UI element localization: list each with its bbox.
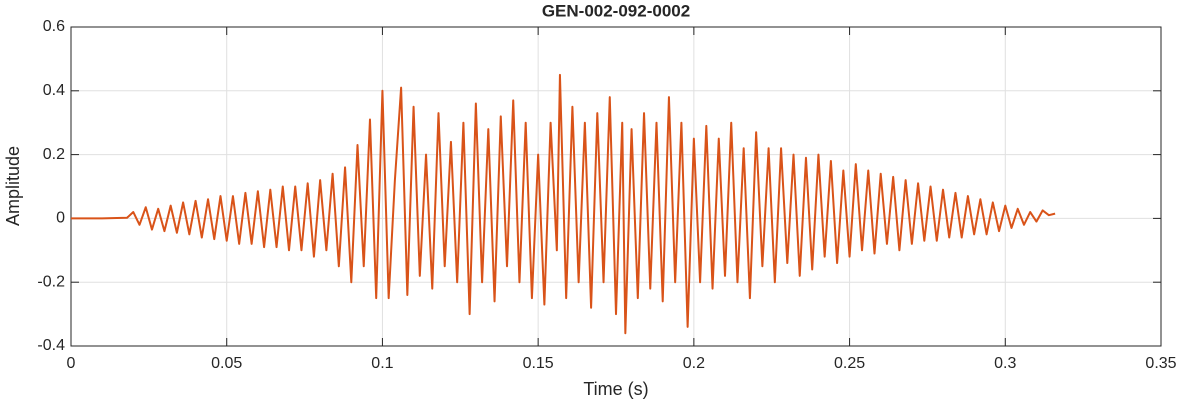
y-tick-label: 0.4 (43, 82, 65, 99)
y-tick-label: -0.2 (37, 273, 65, 290)
x-tick-label: 0.2 (683, 355, 705, 372)
y-tick-label: 0 (56, 210, 65, 227)
x-tick-label: 0.15 (523, 355, 554, 372)
x-tick-label: 0.3 (994, 355, 1016, 372)
x-tick-label: 0.1 (371, 355, 393, 372)
x-tick-label: 0.35 (1145, 355, 1176, 372)
y-axis-label: Amplitude (3, 146, 23, 226)
x-axis-label: Time (s) (583, 379, 648, 399)
axes-box (70, 26, 1162, 347)
y-tick-label: -0.4 (37, 337, 65, 354)
chart-title: GEN-002-092-0002 (542, 1, 690, 20)
x-tick-label: 0.25 (834, 355, 865, 372)
y-tick-label: 0.6 (43, 18, 65, 35)
x-tick-label: 0.05 (211, 355, 242, 372)
y-tick-label: 0.2 (43, 146, 65, 163)
x-tick-label: 0 (67, 355, 76, 372)
waveform-line (71, 73, 1056, 335)
